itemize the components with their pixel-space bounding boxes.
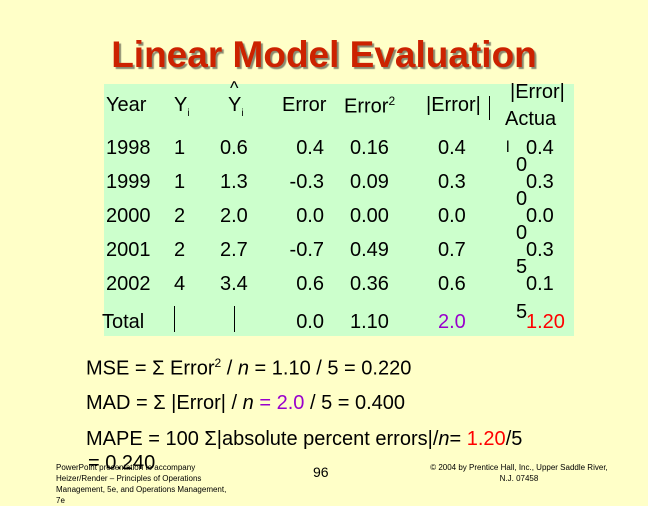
cell-forecast: 2.0 bbox=[220, 205, 248, 227]
header-actual: Yi bbox=[174, 94, 190, 119]
cell-error: 0.4 bbox=[296, 137, 324, 159]
page-number: 96 bbox=[313, 464, 329, 480]
cell-error-squared: 0.49 bbox=[350, 239, 389, 261]
cell-error-squared: 0.16 bbox=[350, 137, 389, 159]
pct-fragment: 0 bbox=[516, 222, 528, 244]
pct-fragment: 0 bbox=[516, 188, 528, 210]
cell-forecast: 3.4 bbox=[220, 273, 248, 295]
total-divider-1 bbox=[174, 306, 175, 332]
cell-abs-error: 0.6 bbox=[438, 273, 466, 295]
header-forecast: Yi bbox=[228, 94, 244, 119]
footer-left-line: 7e bbox=[56, 496, 65, 505]
mse-formula: MSE = Σ Error2 / n = 1.10 / 5 = 0.220 bbox=[86, 356, 412, 380]
header-error: Error bbox=[282, 94, 327, 116]
cell-pct-error: 0.3 bbox=[526, 239, 554, 261]
footer-left: PowerPoint presentation to accompany Hei… bbox=[56, 462, 226, 506]
footer-right-line: © 2004 by Prentice Hall, Inc., Upper Sad… bbox=[430, 463, 608, 472]
header-year: Year bbox=[106, 94, 147, 116]
footer-left-line: Heizer/Render – Principles of Operations bbox=[56, 474, 202, 483]
cell-abs-error: 0.0 bbox=[438, 205, 466, 227]
total-abs-error: 2.0 bbox=[438, 311, 466, 333]
cell-pct-error: 0.3 bbox=[526, 171, 554, 193]
total-error-squared: 1.10 bbox=[350, 311, 389, 333]
cell-error: -0.7 bbox=[289, 239, 324, 261]
cell-forecast: 1.3 bbox=[220, 171, 248, 193]
cell-year: 2001 bbox=[106, 239, 151, 261]
mape-formula: MAPE = 100 Σ|absolute percent errors|/n=… bbox=[86, 428, 523, 450]
cell-abs-error: 0.4 bbox=[438, 137, 466, 159]
slide-title: Linear Model Evaluation bbox=[111, 34, 537, 75]
cell-error-squared: 0.09 bbox=[350, 171, 389, 193]
cell-error: 0.6 bbox=[296, 273, 324, 295]
cell-actual: 1 bbox=[174, 171, 186, 193]
cell-pct-error: 0.4 bbox=[526, 137, 554, 159]
cell-year: 2002 bbox=[106, 273, 151, 295]
cell-year: 1999 bbox=[106, 171, 151, 193]
footer-right: © 2004 by Prentice Hall, Inc., Upper Sad… bbox=[414, 462, 624, 484]
pct-fragment-last: 5 bbox=[516, 301, 528, 323]
cell-pct-error: 0.0 bbox=[526, 205, 554, 227]
cell-error-squared: 0.00 bbox=[350, 205, 389, 227]
total-divider-2 bbox=[234, 306, 235, 332]
cell-forecast: 0.6 bbox=[220, 137, 248, 159]
cell-abs-error: 0.3 bbox=[438, 171, 466, 193]
cell-error: -0.3 bbox=[289, 171, 324, 193]
cell-year: 2000 bbox=[106, 205, 151, 227]
cell-actual: 2 bbox=[174, 239, 186, 261]
pct-fragment: 0 bbox=[516, 154, 528, 176]
pct-top-fragment: l bbox=[506, 139, 510, 156]
header-divider bbox=[489, 96, 490, 120]
total-pct-error: 1.20 bbox=[526, 311, 565, 333]
total-label: Total bbox=[102, 311, 145, 333]
footer-right-line: N.J. 07458 bbox=[499, 474, 539, 483]
header-pct-line1: |Error| bbox=[510, 81, 565, 103]
header-error-squared: Error2 bbox=[344, 94, 396, 118]
mad-formula: MAD = Σ |Error| / n = 2.0 / 5 = 0.400 bbox=[86, 392, 406, 414]
evaluation-table: Year Yi ^ Yi Error Error2 |Error| |Error… bbox=[102, 78, 574, 336]
footer-left-line: Management, 5e, and Operations Managemen… bbox=[56, 485, 227, 494]
header-pct-line2: Actua bbox=[505, 108, 557, 130]
pct-fragment: 5 bbox=[516, 256, 528, 278]
cell-year: 1998 bbox=[106, 137, 151, 159]
total-error: 0.0 bbox=[296, 311, 324, 333]
cell-forecast: 2.7 bbox=[220, 239, 248, 261]
header-forecast-hat: ^ bbox=[230, 78, 239, 98]
cell-pct-error: 0.1 bbox=[526, 273, 554, 295]
cell-actual: 2 bbox=[174, 205, 186, 227]
cell-error: 0.0 bbox=[296, 205, 324, 227]
mape-result: = 0.240 bbox=[88, 452, 156, 474]
cell-abs-error: 0.7 bbox=[438, 239, 466, 261]
cell-actual: 4 bbox=[174, 273, 186, 295]
footer-left-line: PowerPoint presentation to accompany bbox=[56, 463, 196, 472]
header-abs-error: |Error| bbox=[426, 94, 481, 116]
cell-error-squared: 0.36 bbox=[350, 273, 389, 295]
cell-actual: 1 bbox=[174, 137, 186, 159]
